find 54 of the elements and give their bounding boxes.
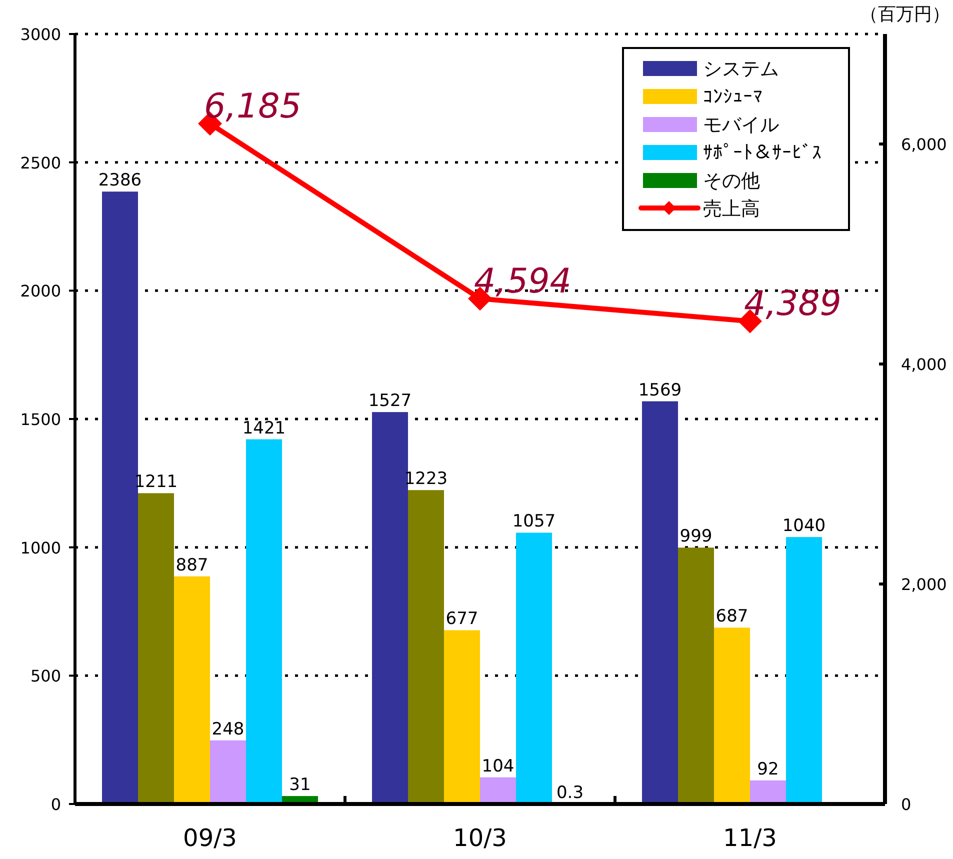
y-tick-label: 1500 bbox=[20, 410, 61, 429]
bar bbox=[516, 532, 552, 804]
bar bbox=[444, 630, 480, 804]
x-tick-label: 10/3 bbox=[453, 824, 507, 852]
bar bbox=[408, 490, 444, 804]
y-tick-label: 2000 bbox=[20, 282, 61, 301]
legend-label: ｺﾝｼｭｰﾏ bbox=[703, 86, 763, 108]
y-tick-label: 2500 bbox=[20, 153, 61, 172]
bar bbox=[210, 740, 246, 804]
data-label: 1569 bbox=[638, 380, 682, 400]
data-label: 677 bbox=[446, 609, 478, 630]
legend-label: システム bbox=[703, 58, 779, 80]
data-label: 6,185 bbox=[204, 86, 302, 127]
legend-label: 売上高 bbox=[703, 198, 760, 220]
data-label: 1421 bbox=[242, 418, 286, 438]
bar bbox=[714, 628, 750, 804]
bar bbox=[138, 493, 174, 804]
data-label: 2386 bbox=[98, 170, 142, 191]
bar bbox=[786, 537, 822, 804]
legend-label: モバイル bbox=[703, 114, 779, 136]
data-label: 92 bbox=[757, 759, 779, 780]
bar bbox=[642, 401, 678, 804]
y-tick-label: 3000 bbox=[20, 25, 61, 44]
bar bbox=[102, 192, 138, 804]
data-label: 4,389 bbox=[744, 284, 842, 324]
legend-label: ｻﾎﾟｰﾄ＆ｻｰﾋﾞｽ bbox=[703, 142, 822, 164]
y-tick-label: 500 bbox=[30, 666, 61, 686]
data-label: 887 bbox=[176, 555, 208, 576]
data-label: 4,594 bbox=[474, 262, 572, 302]
bar bbox=[750, 780, 786, 804]
x-tick-label: 09/3 bbox=[183, 824, 237, 852]
bar bbox=[372, 412, 408, 804]
data-label: 999 bbox=[680, 526, 712, 547]
bar bbox=[678, 548, 714, 804]
legend-label: その他 bbox=[703, 170, 760, 192]
x-tick-label: 11/3 bbox=[723, 824, 777, 852]
bar bbox=[480, 777, 516, 804]
y-tick-label: 0 bbox=[50, 795, 61, 814]
data-label: 1527 bbox=[368, 391, 412, 412]
y2-tick-label: 2,000 bbox=[901, 575, 947, 594]
y2-tick-label: 4,000 bbox=[901, 355, 947, 374]
bar bbox=[246, 439, 282, 804]
y2-axis-title: （百万円） bbox=[860, 4, 950, 25]
data-label: 104 bbox=[482, 756, 514, 776]
data-label: 687 bbox=[716, 606, 748, 627]
data-label: 0.3 bbox=[556, 782, 584, 803]
y2-tick-label: 6,000 bbox=[901, 135, 947, 154]
bar bbox=[174, 576, 210, 804]
data-label: 248 bbox=[212, 719, 244, 740]
data-label: 31 bbox=[289, 775, 311, 796]
y-tick-label: 1000 bbox=[20, 538, 61, 558]
data-label: 1057 bbox=[512, 512, 556, 532]
data-label: 1040 bbox=[782, 516, 826, 536]
y2-tick-label: 0 bbox=[901, 795, 912, 814]
